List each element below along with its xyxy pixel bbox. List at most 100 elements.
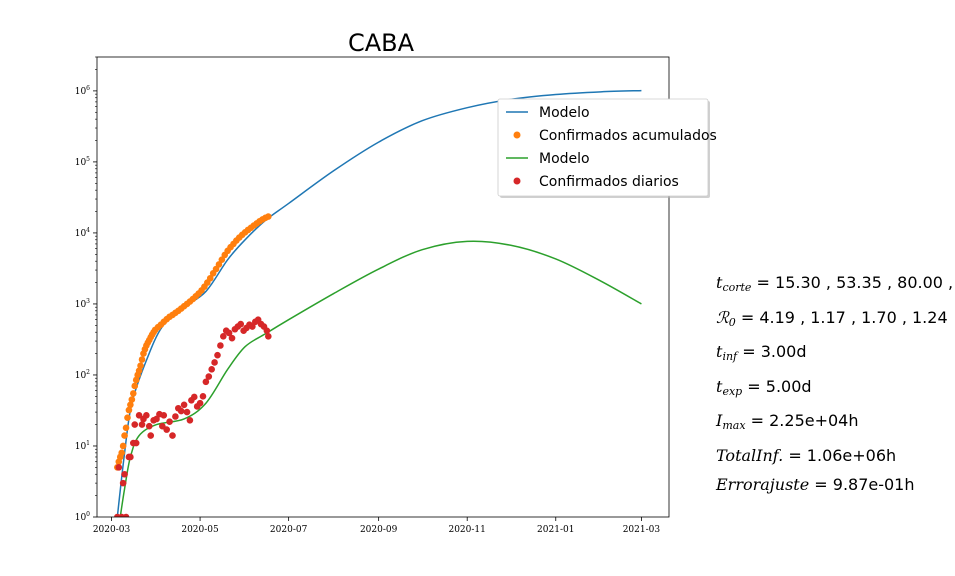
data-point (265, 213, 272, 220)
x-tick-label: 2020-03 (93, 525, 131, 535)
data-point (199, 393, 207, 400)
data-point (183, 408, 191, 416)
data-point (122, 424, 130, 432)
param-total-inf: TotalInf. = 1.06e+06h (716, 441, 953, 471)
data-point (143, 412, 150, 419)
x-tick-label: 2021-03 (623, 525, 661, 535)
data-point (132, 439, 140, 447)
data-point (225, 329, 233, 337)
data-point (138, 356, 146, 363)
param-t-corte: tcorte = 15.30 , 53.35 , 80.00 , (716, 268, 953, 303)
data-point (208, 366, 215, 373)
data-point (214, 351, 221, 359)
data-point (218, 256, 226, 263)
param-subscript: corte (722, 281, 752, 294)
param-symbol: t (716, 273, 723, 292)
param-value: = 9.87e-01h (814, 475, 915, 494)
data-point (124, 414, 131, 422)
param-value: = 15.30 , 53.35 , 80.00 , (756, 273, 954, 292)
y-tick-label: 104 (75, 227, 90, 239)
x-tick-label: 2020-07 (270, 525, 308, 535)
param-symbol: t (716, 376, 723, 396)
param-symbol: ℛ (716, 307, 729, 327)
param-t-exp: texp = 5.00d (716, 372, 953, 407)
data-point (129, 390, 137, 397)
data-point (215, 261, 223, 268)
data-point (119, 442, 127, 450)
param-subscript: inf (722, 350, 738, 363)
data-point (131, 421, 139, 428)
data-point (131, 382, 139, 390)
data-point (169, 432, 176, 439)
param-symbol: Errorajuste (716, 475, 810, 494)
x-tick-label: 2020-05 (181, 525, 219, 535)
x-tick-label: 2020-09 (360, 525, 398, 535)
data-point (211, 359, 218, 366)
data-point (217, 342, 224, 349)
param-symbol: I (716, 411, 723, 430)
data-point (249, 323, 256, 330)
legend-label: Confirmados diarios (539, 174, 679, 190)
data-point (166, 418, 173, 425)
data-point (137, 362, 144, 370)
y-tick-label: 103 (75, 298, 90, 310)
data-point (177, 407, 185, 415)
data-point (135, 412, 143, 419)
chart-title: CABA (348, 29, 415, 57)
data-point (205, 373, 213, 380)
data-point (237, 320, 245, 328)
data-point (125, 406, 133, 414)
x-tick-label: 2021-01 (537, 525, 574, 535)
data-point (145, 422, 153, 430)
data-point (202, 378, 210, 386)
param-value: = 2.25e+04h (750, 411, 859, 430)
legend-label: Confirmados acumulados (539, 128, 717, 144)
data-point (163, 426, 170, 433)
param-subscript: max (722, 419, 746, 432)
param-i-max: Imax = 2.25e+04h (716, 406, 953, 441)
data-point (190, 393, 198, 401)
data-point (115, 464, 123, 471)
data-point (121, 432, 128, 439)
data-point (220, 333, 227, 340)
data-point (122, 513, 130, 517)
param-r0: ℛ0 = 4.19 , 1.17 , 1.70 , 1.24 (716, 303, 953, 338)
param-value: = 1.06e+06h (788, 445, 897, 465)
data-point (180, 401, 188, 409)
param-symbol: TotalInf. (716, 445, 784, 465)
param-value: = 3.00d (742, 342, 807, 361)
data-point (196, 399, 204, 407)
data-point (206, 274, 214, 282)
data-point (228, 334, 236, 342)
y-tick-label: 106 (75, 85, 90, 97)
data-point (119, 479, 127, 487)
data-point (153, 415, 160, 423)
y-tick-label: 100 (75, 511, 90, 523)
y-tick-label: 105 (75, 156, 90, 168)
data-point (265, 333, 272, 340)
param-subscript: 0 (728, 315, 736, 329)
param-symbol: t (716, 342, 723, 361)
legend: Modelo Confirmados acumulados Modelo Confir… (497, 98, 717, 198)
data-point (263, 327, 271, 335)
data-point (172, 413, 179, 420)
legend-label: Modelo (539, 151, 590, 167)
param-t-inf: tinf = 3.00d (716, 337, 953, 372)
data-point (121, 470, 128, 478)
data-point (147, 432, 155, 439)
data-point (127, 401, 134, 409)
data-point (138, 421, 146, 428)
param-value: = 4.19 , 1.17 , 1.70 , 1.24 (740, 307, 948, 327)
x-tick-label: 2020-11 (448, 525, 485, 535)
data-point (160, 412, 168, 419)
legend-marker-swatch (513, 131, 521, 139)
series-line-2 (119, 240, 642, 517)
data-point (128, 396, 136, 403)
legend-label: Modelo (539, 105, 590, 121)
plot-area (114, 89, 642, 517)
data-point (186, 416, 194, 424)
param-value: = 5.00d (747, 376, 812, 396)
param-error: Errorajuste = 9.87e-01h (716, 470, 953, 500)
y-tick-label: 101 (75, 440, 90, 452)
